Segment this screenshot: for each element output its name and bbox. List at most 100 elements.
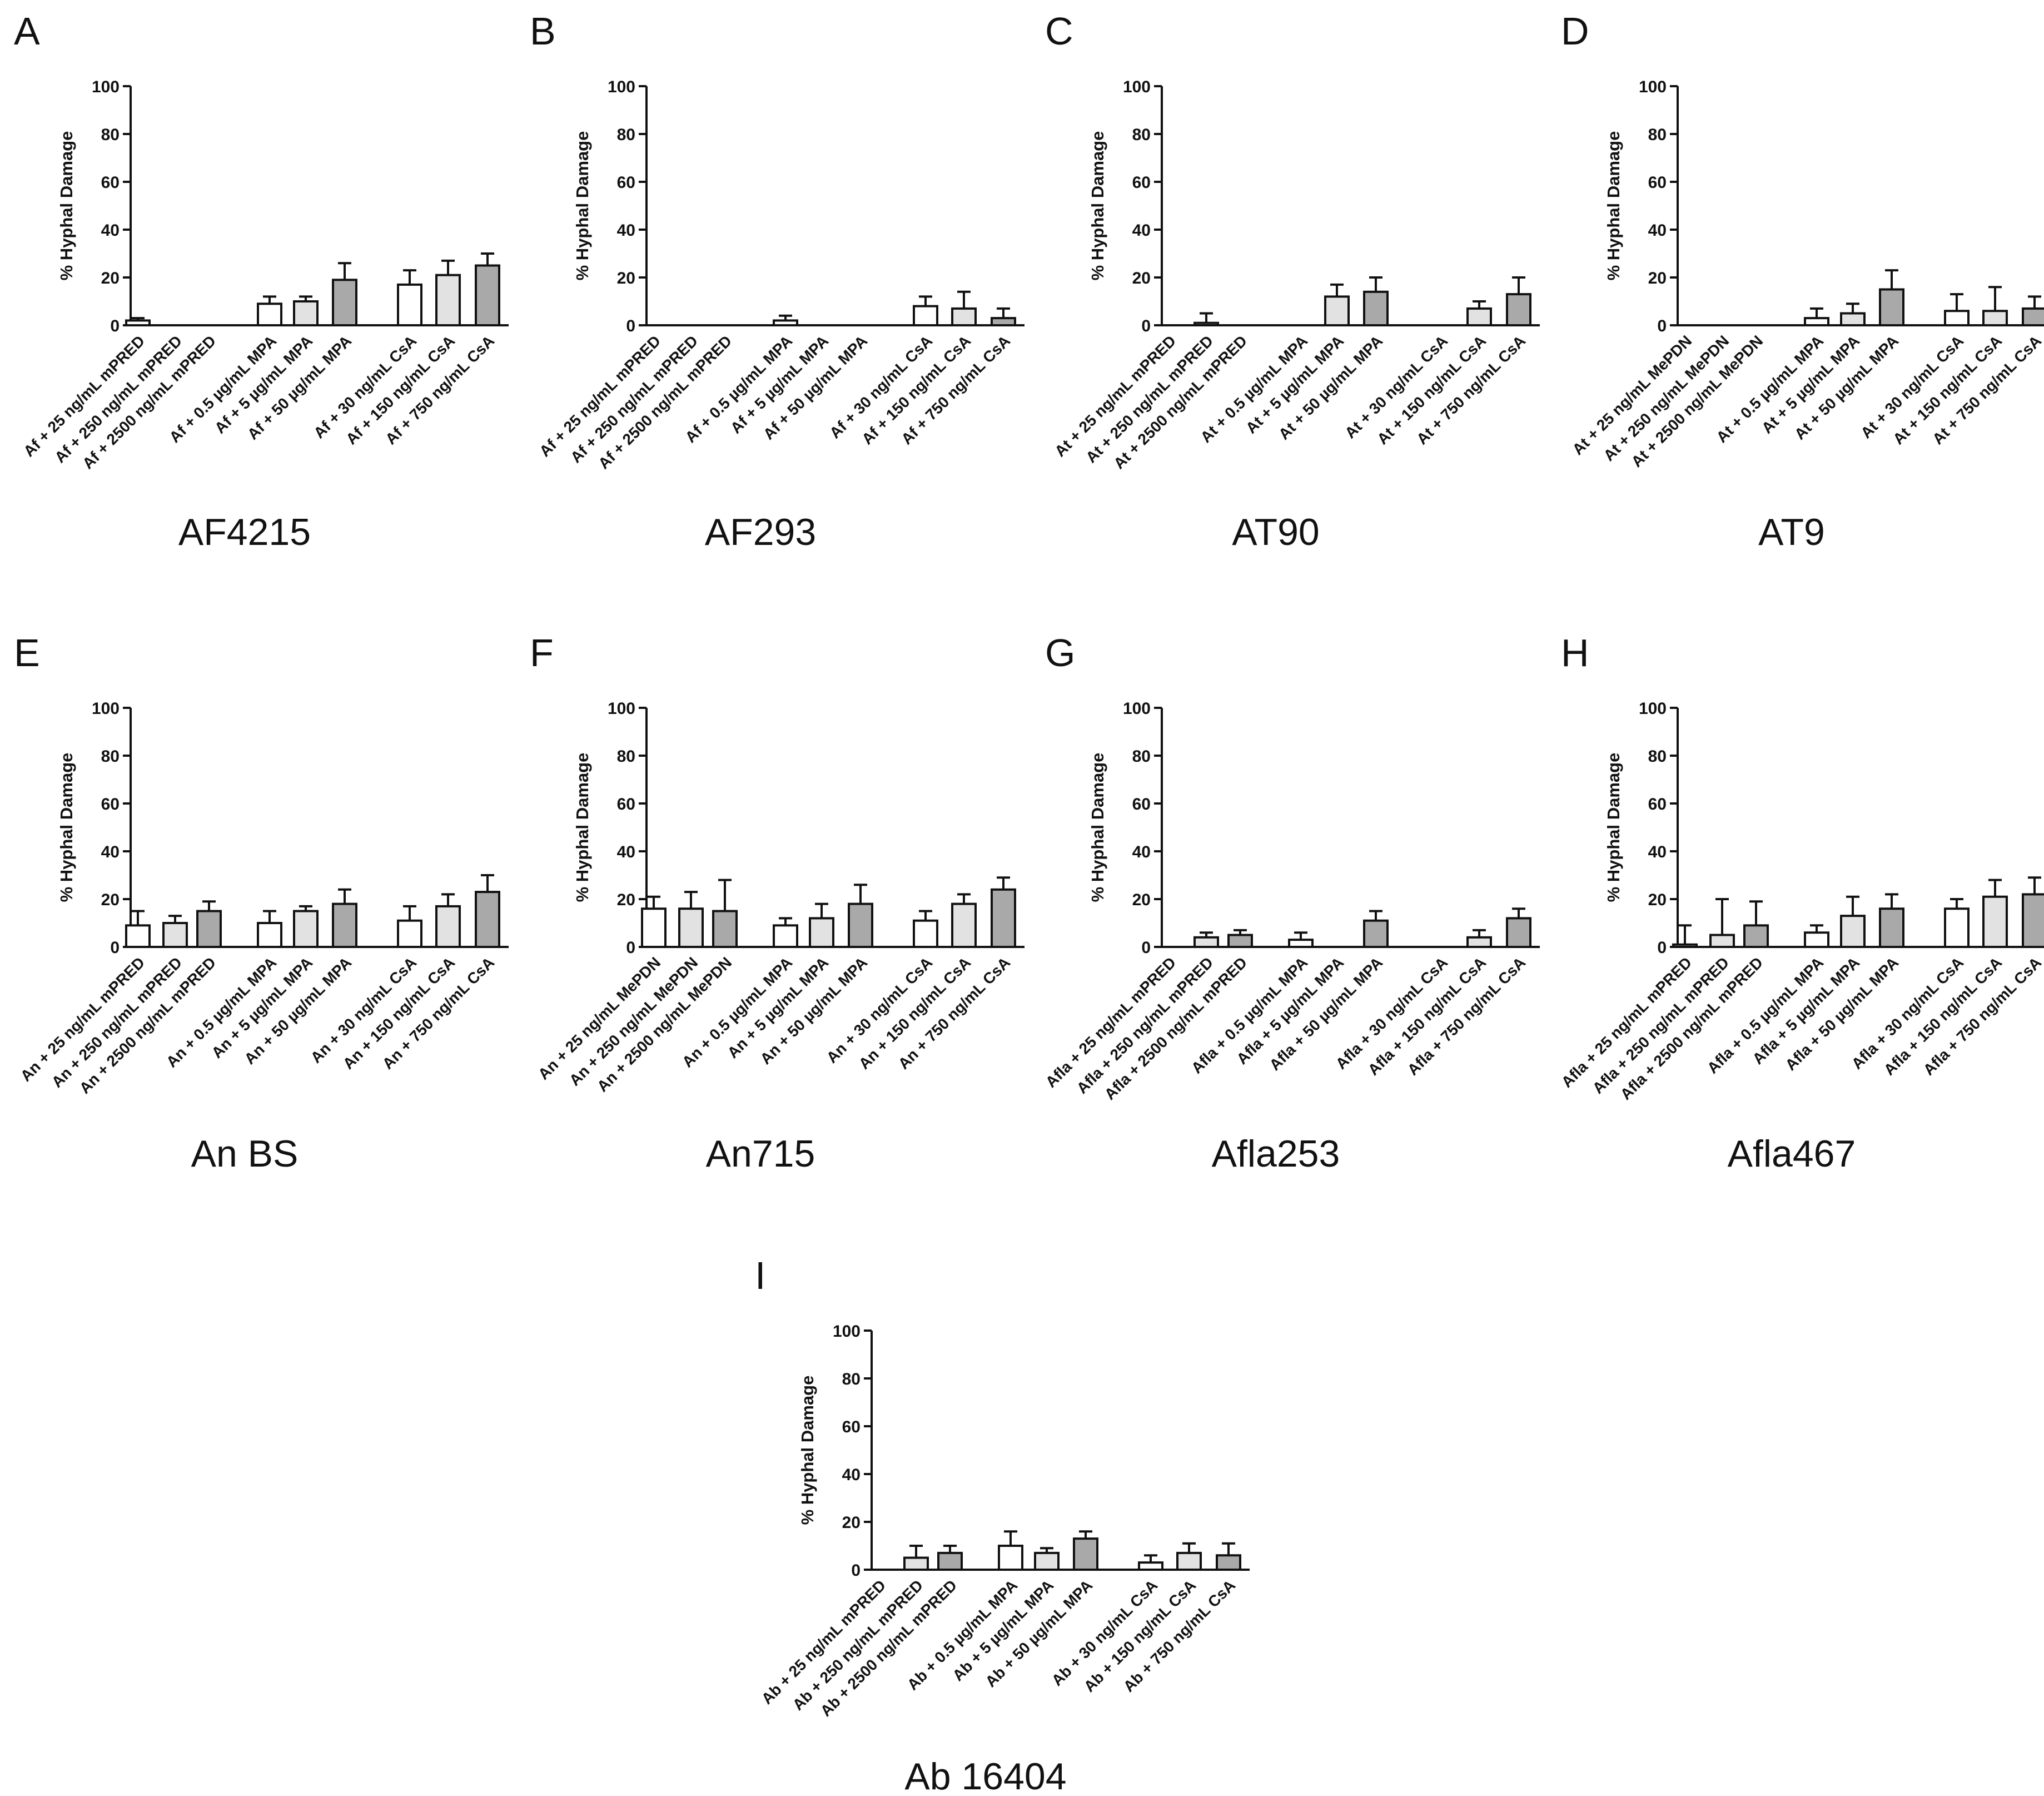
y-tick-label: 20 — [617, 891, 635, 909]
y-tick-label: 60 — [1132, 795, 1151, 813]
bar — [913, 919, 938, 948]
y-tick-label: 100 — [1123, 78, 1151, 96]
panel-letter: I — [755, 1254, 765, 1297]
panel-letter: H — [1561, 631, 1589, 674]
y-axis-title: % Hyphal Damage — [798, 1376, 817, 1525]
panel-title: Afla467 — [1728, 1133, 1856, 1175]
y-tick-label: 40 — [1648, 843, 1667, 861]
bar — [991, 888, 1016, 949]
y-tick-label: 100 — [92, 78, 120, 96]
bar — [125, 319, 151, 327]
y-tick-label: 100 — [833, 1322, 861, 1341]
y-axis-title: % Hyphal Damage — [1604, 753, 1623, 902]
bar — [1709, 934, 1735, 948]
bar — [435, 905, 461, 949]
bar — [991, 317, 1016, 326]
bar — [1073, 1537, 1098, 1571]
y-tick-label: 100 — [1123, 699, 1151, 718]
y-axis-title: % Hyphal Damage — [57, 131, 76, 281]
y-axis-title: % Hyphal Damage — [1088, 753, 1107, 902]
y-tick-label: 100 — [92, 699, 120, 718]
y-tick-label: 40 — [1132, 843, 1151, 861]
bar — [1506, 293, 1531, 326]
y-tick-label: 20 — [842, 1514, 861, 1532]
y-tick-label: 0 — [626, 939, 635, 957]
bar — [903, 1556, 929, 1571]
bar — [1804, 931, 1829, 948]
bar — [773, 924, 798, 949]
y-tick-label: 20 — [1648, 891, 1667, 909]
bar — [1216, 1554, 1241, 1571]
panel-title: AF4215 — [178, 511, 311, 553]
y-tick-label: 40 — [842, 1466, 861, 1484]
y-tick-label: 80 — [617, 747, 635, 766]
bar — [678, 907, 704, 948]
bar — [293, 300, 319, 326]
bar — [475, 891, 500, 948]
bar — [773, 319, 798, 327]
bar — [1193, 936, 1219, 949]
bar — [913, 305, 938, 326]
panel-letter: C — [1045, 9, 1073, 53]
bar — [1227, 934, 1253, 948]
y-tick-label: 60 — [842, 1418, 861, 1436]
bar — [2022, 893, 2044, 949]
y-tick-label: 0 — [110, 939, 120, 957]
y-tick-label: 80 — [101, 747, 120, 766]
panel-letter: A — [14, 9, 40, 53]
y-tick-label: 80 — [1648, 747, 1667, 766]
y-tick-label: 40 — [101, 843, 120, 861]
y-tick-label: 80 — [1648, 126, 1667, 144]
y-tick-label: 100 — [1639, 699, 1667, 718]
y-tick-label: 20 — [1132, 269, 1151, 287]
bar — [397, 283, 422, 326]
bar — [397, 919, 422, 948]
y-axis-title: % Hyphal Damage — [573, 753, 592, 902]
y-tick-label: 0 — [1141, 317, 1151, 335]
bar — [1944, 907, 1970, 948]
y-axis-title: % Hyphal Damage — [1088, 131, 1107, 281]
y-tick-label: 0 — [851, 1561, 861, 1580]
bar — [1982, 895, 2008, 948]
y-tick-label: 100 — [1639, 78, 1667, 96]
bar — [475, 264, 500, 326]
y-tick-label: 20 — [101, 891, 120, 909]
bar — [1176, 1551, 1202, 1571]
bar — [332, 902, 357, 948]
y-tick-label: 80 — [842, 1370, 861, 1388]
panel-title: AF293 — [705, 511, 816, 553]
y-tick-label: 60 — [101, 173, 120, 192]
y-tick-label: 80 — [1132, 126, 1151, 144]
y-tick-label: 100 — [608, 699, 635, 718]
bar — [2022, 307, 2044, 327]
y-tick-label: 20 — [617, 269, 635, 287]
y-tick-label: 60 — [1648, 173, 1667, 192]
panel-letter: E — [14, 631, 40, 674]
bar — [435, 274, 461, 327]
panel-title: AT90 — [1232, 511, 1319, 553]
bar — [1672, 943, 1698, 948]
y-tick-label: 40 — [1648, 221, 1667, 240]
bar — [1363, 919, 1389, 948]
bar — [257, 922, 282, 948]
bar — [951, 307, 977, 327]
bar — [1193, 321, 1219, 327]
bar — [998, 1545, 1023, 1571]
panel-title: An715 — [706, 1133, 815, 1175]
y-tick-label: 0 — [110, 317, 120, 335]
bar — [848, 902, 873, 948]
y-tick-label: 60 — [617, 795, 635, 813]
y-tick-label: 20 — [1648, 269, 1667, 287]
y-tick-label: 100 — [608, 78, 635, 96]
y-tick-label: 40 — [1132, 221, 1151, 240]
y-axis-title: % Hyphal Damage — [573, 131, 592, 281]
bar — [1138, 1561, 1163, 1571]
